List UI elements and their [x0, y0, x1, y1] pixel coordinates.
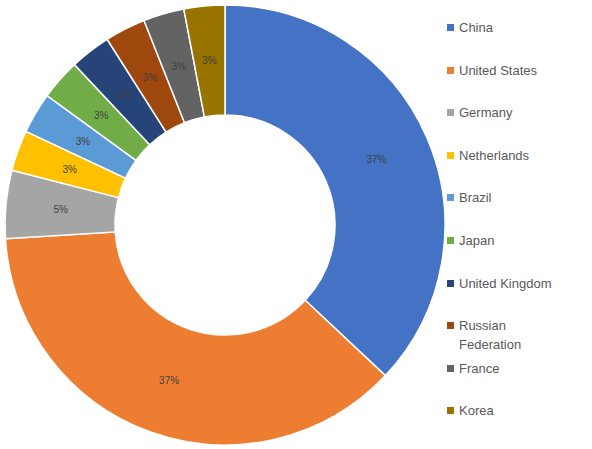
legend-item: Netherlands — [447, 146, 565, 165]
slice — [184, 5, 225, 117]
data-label: 3% — [143, 72, 158, 83]
data-label: 37% — [159, 375, 179, 386]
legend-swatch — [447, 152, 454, 159]
legend-label: Korea — [459, 401, 565, 420]
legend-swatch — [447, 407, 454, 414]
data-label: 3% — [76, 136, 91, 147]
legend-label: Russian Federation — [459, 316, 565, 354]
legend-swatch — [447, 280, 454, 287]
legend-label: France — [459, 359, 565, 378]
legend-item: China — [447, 18, 565, 37]
data-label: 3% — [117, 89, 132, 100]
legend-swatch — [447, 194, 454, 201]
legend-label: Germany — [459, 103, 565, 122]
legend-item: Germany — [447, 103, 565, 122]
legend-item: Japan — [447, 231, 565, 250]
data-label: 3% — [202, 55, 217, 66]
slices — [5, 5, 445, 445]
legend-item: United States — [447, 61, 565, 80]
data-label: 3% — [94, 110, 109, 121]
legend-label: United Kingdom — [459, 274, 565, 293]
legend-item: Brazil — [447, 188, 565, 207]
data-label: 5% — [54, 204, 69, 215]
legend-swatch — [447, 365, 454, 372]
data-labels: 37% 37% 5% 3% 3% 3% 3% 3% 3% 3% — [54, 55, 387, 386]
slice — [225, 5, 445, 376]
data-label: 3% — [172, 61, 187, 72]
legend-label: China — [459, 18, 565, 37]
legend-swatch — [447, 109, 454, 116]
data-label: 37% — [366, 154, 386, 165]
legend-item: United Kingdom — [447, 274, 565, 293]
legend-swatch — [447, 24, 454, 31]
legend-label: United States — [459, 61, 565, 80]
chart-root: 37% 37% 5% 3% 3% 3% 3% 3% 3% 3% China United State… — [0, 0, 592, 449]
legend-label: Netherlands — [459, 146, 565, 165]
legend-swatch — [447, 322, 454, 329]
legend-swatch — [447, 237, 454, 244]
legend-item: Korea — [447, 401, 565, 420]
legend-item: Russian Federation — [447, 316, 565, 354]
legend-swatch — [447, 67, 454, 74]
slice — [5, 232, 385, 445]
legend-item: France — [447, 359, 565, 378]
data-label: 3% — [63, 164, 78, 175]
legend-label: Brazil — [459, 188, 565, 207]
legend-label: Japan — [459, 231, 565, 250]
